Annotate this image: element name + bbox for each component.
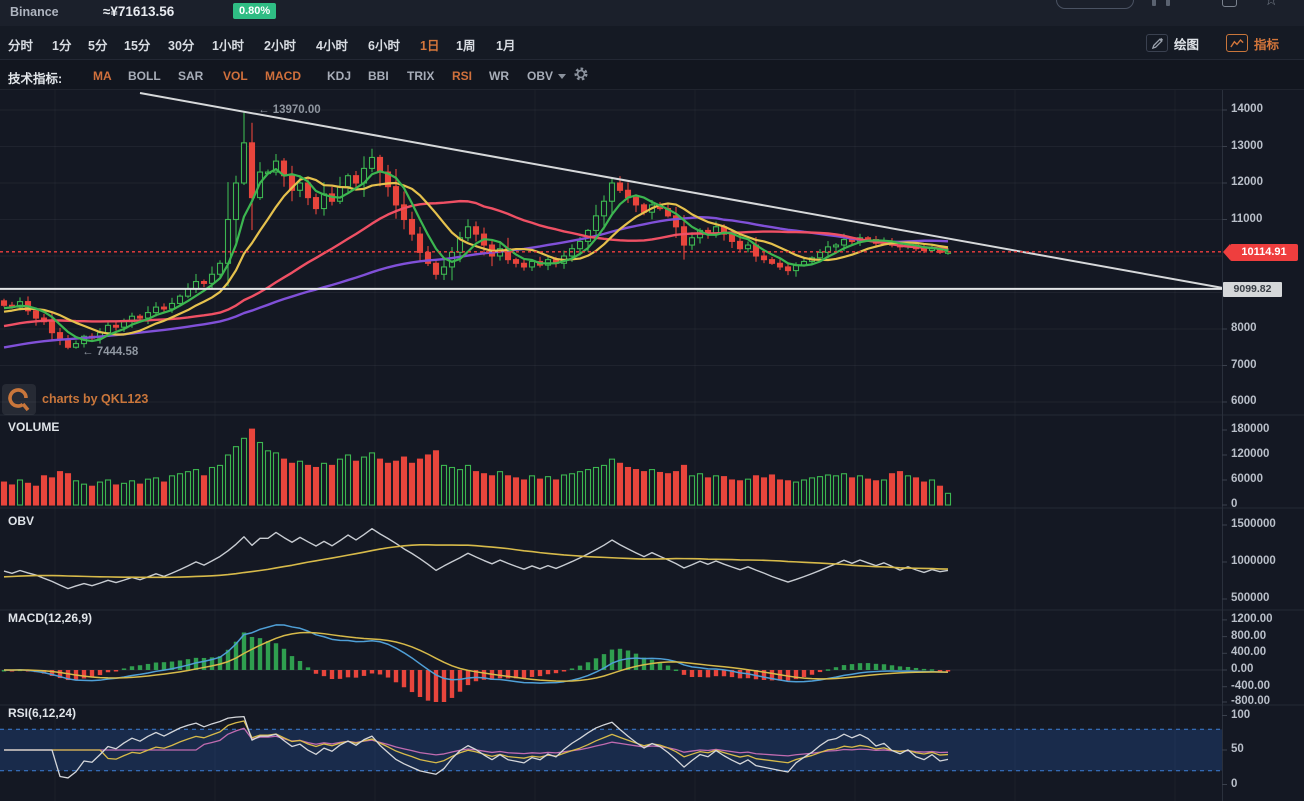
axis-label: -400.00 xyxy=(1231,679,1271,692)
line-chart-icon xyxy=(1226,34,1248,52)
axis-label: 180000 xyxy=(1231,423,1270,435)
axis-label: 400.00 xyxy=(1231,646,1267,659)
price-cny: ≈¥71613.56 xyxy=(103,4,175,19)
indicators-button[interactable]: 指标 xyxy=(1226,32,1279,54)
indicator-item-kdj[interactable]: KDJ xyxy=(327,69,352,83)
axis-label: -800.00 xyxy=(1231,695,1271,707)
timeframe-tab-10[interactable]: 1日 xyxy=(420,39,440,53)
watermark-text: charts by QKL123 xyxy=(42,392,149,406)
axis-label: 13000 xyxy=(1231,139,1263,152)
indicator-item-vol[interactable]: VOL xyxy=(223,69,248,83)
indicator-item-ma[interactable]: MA xyxy=(93,69,112,83)
timeframe-tab-8[interactable]: 4小时 xyxy=(316,39,348,53)
timeframe-tab-4[interactable]: 15分 xyxy=(124,39,151,53)
timeframe-tab-12[interactable]: 1月 xyxy=(496,39,516,53)
timeframe-tab-9[interactable]: 6小时 xyxy=(368,39,400,53)
indicator-item-obv[interactable]: OBV xyxy=(527,69,567,83)
draw-button[interactable]: 绘图 xyxy=(1146,32,1199,54)
timeframe-tab-3[interactable]: 5分 xyxy=(88,39,108,53)
timeframe-tab-2[interactable]: 1分 xyxy=(52,39,72,53)
macd-pane-label: MACD(12,26,9) xyxy=(8,611,93,625)
last-price-tag: 10114.91 xyxy=(1223,243,1298,261)
indicator-item-macd[interactable]: MACD xyxy=(265,69,301,83)
pen-icon xyxy=(1146,34,1168,52)
top-bar: Binance ≈¥71613.56 0.80% ☆ xyxy=(0,0,1304,26)
indicator-bar-title: 技术指标: xyxy=(8,72,63,86)
timeframe-tab-7[interactable]: 2小时 xyxy=(264,39,296,53)
axis-label: 7000 xyxy=(1231,358,1257,371)
axis-label: 0 xyxy=(1231,498,1238,510)
timeframe-tab-bar: 绘图 指标 分时 1分 5分 15分 30分 1小时 2小时 4小时 6小时 1日 1周 1月 xyxy=(0,26,1304,60)
axis-label: 800.00 xyxy=(1231,629,1267,642)
support-level-tag: 9099.82 xyxy=(1223,281,1282,297)
axis-label: 120000 xyxy=(1231,448,1270,460)
technical-indicator-bar: 技术指标: MA BOLL SAR VOL MACD KDJ BBI TRIX RSI WR OBV xyxy=(0,60,1304,90)
rsi-pane-label: RSI(6,12,24) xyxy=(8,706,77,720)
clipped-toolbar-glyph xyxy=(1166,0,1170,6)
indicator-item-sar[interactable]: SAR xyxy=(178,69,204,83)
axis-label: 500000 xyxy=(1231,592,1270,604)
timeframe-tab-6[interactable]: 1小时 xyxy=(212,39,244,53)
indicator-item-rsi[interactable]: RSI xyxy=(452,69,473,83)
clipped-toolbar-glyph xyxy=(1152,0,1156,6)
axis-label: 6000 xyxy=(1231,395,1257,407)
indicator-item-wr[interactable]: WR xyxy=(489,69,509,83)
qkl123-logo-icon xyxy=(8,388,30,412)
screenshot-icon[interactable] xyxy=(1222,0,1237,7)
volume-pane-label: VOLUME xyxy=(8,420,60,434)
axis-label: 8000 xyxy=(1231,322,1257,334)
high-annotation: ← 13970.00 xyxy=(258,104,321,116)
indicator-item-bbi[interactable]: BBI xyxy=(368,69,389,83)
change-percent-badge: 0.80% xyxy=(233,3,277,19)
axis-label: 0 xyxy=(1231,777,1238,790)
draw-button-label: 绘图 xyxy=(1174,37,1200,52)
timeframe-tab-5[interactable]: 30分 xyxy=(168,39,195,53)
indicators-button-label: 指标 xyxy=(1254,37,1280,52)
axis-label: 0.00 xyxy=(1231,663,1254,675)
axis-label: 12000 xyxy=(1231,176,1263,188)
axis-label: 11000 xyxy=(1231,212,1263,225)
obv-pane-label: OBV xyxy=(8,514,35,528)
axis-label: 60000 xyxy=(1231,473,1263,485)
axis-label: 1000000 xyxy=(1231,555,1276,567)
indicator-item-boll[interactable]: BOLL xyxy=(128,69,161,83)
watermark-logo-box xyxy=(2,384,36,415)
chevron-down-icon xyxy=(558,74,567,80)
favorite-star-icon[interactable]: ☆ xyxy=(1264,0,1279,9)
axis-label: 50 xyxy=(1231,743,1244,755)
timeframe-tab-11[interactable]: 1周 xyxy=(456,39,476,53)
gear-icon[interactable] xyxy=(573,66,589,87)
exchange-name: Binance xyxy=(10,5,59,19)
indicator-item-trix[interactable]: TRIX xyxy=(407,69,435,83)
timeframe-tab-1[interactable]: 分时 xyxy=(8,39,34,53)
axis-label: 14000 xyxy=(1231,103,1263,115)
low-annotation: ← 7444.58 xyxy=(82,346,139,358)
axis-label: 1500000 xyxy=(1231,518,1276,530)
axis-label: 100 xyxy=(1231,708,1251,721)
axis-label: 1200.00 xyxy=(1231,612,1273,625)
